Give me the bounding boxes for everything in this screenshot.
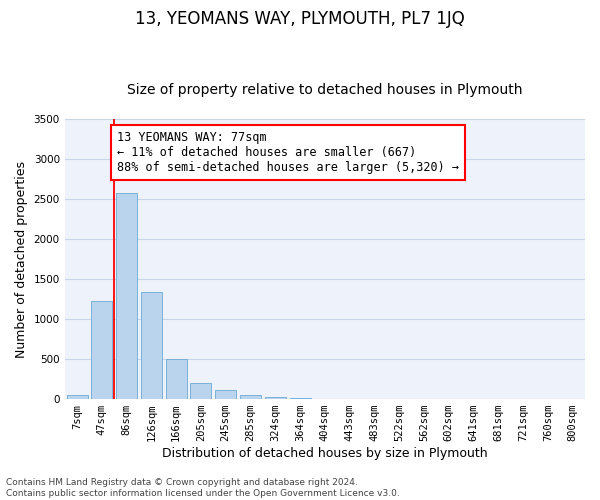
Bar bbox=[91, 300, 112, 399]
Title: Size of property relative to detached houses in Plymouth: Size of property relative to detached ho… bbox=[127, 83, 523, 97]
Text: 13 YEOMANS WAY: 77sqm
← 11% of detached houses are smaller (667)
88% of semi-det: 13 YEOMANS WAY: 77sqm ← 11% of detached … bbox=[117, 131, 459, 174]
Bar bbox=[290, 398, 311, 399]
Bar bbox=[166, 359, 187, 399]
X-axis label: Distribution of detached houses by size in Plymouth: Distribution of detached houses by size … bbox=[162, 447, 488, 460]
Bar bbox=[67, 394, 88, 399]
Bar bbox=[265, 397, 286, 399]
Bar bbox=[116, 194, 137, 399]
Bar bbox=[190, 383, 211, 399]
Bar bbox=[240, 395, 261, 399]
Y-axis label: Number of detached properties: Number of detached properties bbox=[15, 160, 28, 358]
Bar bbox=[141, 292, 162, 399]
Text: 13, YEOMANS WAY, PLYMOUTH, PL7 1JQ: 13, YEOMANS WAY, PLYMOUTH, PL7 1JQ bbox=[135, 10, 465, 28]
Text: Contains HM Land Registry data © Crown copyright and database right 2024.
Contai: Contains HM Land Registry data © Crown c… bbox=[6, 478, 400, 498]
Bar bbox=[215, 390, 236, 399]
